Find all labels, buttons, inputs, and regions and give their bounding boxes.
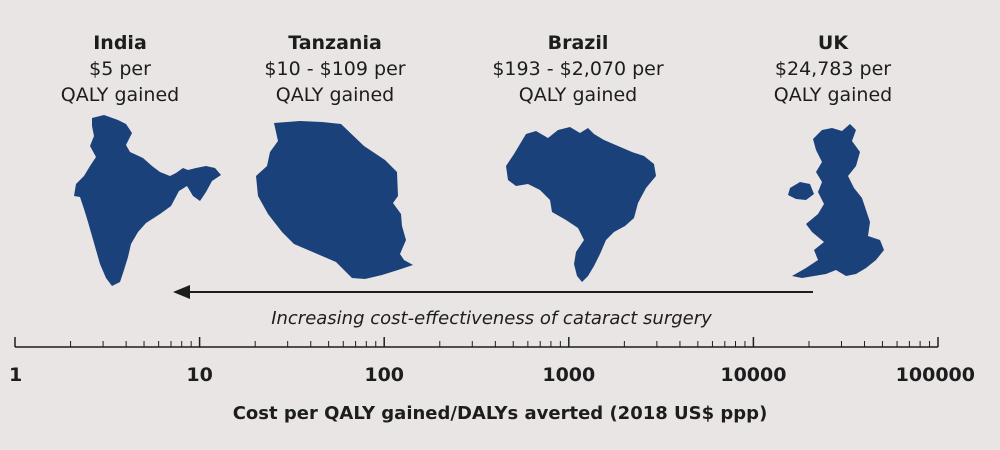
country-label-brazil: Brazil $193 - $2,070 per QALY gained — [458, 30, 698, 108]
northern-ireland-map-icon — [788, 182, 814, 200]
country-cost: $10 - $109 per — [264, 58, 406, 80]
arrow-caption: Increasing cost-effectiveness of catarac… — [271, 308, 712, 329]
country-unit: QALY gained — [518, 84, 638, 106]
country-label-india: India $5 per QALY gained — [0, 30, 240, 108]
x-axis-label: Cost per QALY gained/DALYs averted (2018… — [232, 403, 768, 424]
country-name: Brazil — [547, 32, 609, 54]
tick-label: 100 — [364, 364, 404, 386]
tick-label: 100000 — [896, 364, 975, 386]
tick-label: 1000 — [542, 364, 595, 386]
tick-label: 10000 — [720, 364, 786, 386]
country-name: India — [93, 32, 147, 54]
country-name: UK — [817, 32, 849, 54]
tick-label: 10 — [186, 364, 212, 386]
tanzania-map-icon — [256, 121, 413, 279]
country-cost: $24,783 per — [774, 58, 892, 80]
country-unit: QALY gained — [275, 84, 395, 106]
country-label-tanzania: Tanzania $10 - $109 per QALY gained — [215, 30, 455, 108]
country-unit: QALY gained — [773, 84, 893, 106]
x-axis: 1 10 100 1000 10000 100000 — [9, 337, 975, 386]
arrow-head — [173, 285, 190, 299]
tick-label: 1 — [9, 364, 22, 386]
country-label-uk: UK $24,783 per QALY gained — [713, 30, 953, 108]
country-name: Tanzania — [288, 32, 382, 54]
brazil-map-icon — [506, 127, 656, 282]
country-cost: $5 per — [89, 58, 151, 80]
uk-map-icon — [792, 124, 884, 278]
india-map-icon — [74, 115, 221, 286]
country-unit: QALY gained — [60, 84, 180, 106]
country-cost: $193 - $2,070 per — [492, 58, 664, 80]
